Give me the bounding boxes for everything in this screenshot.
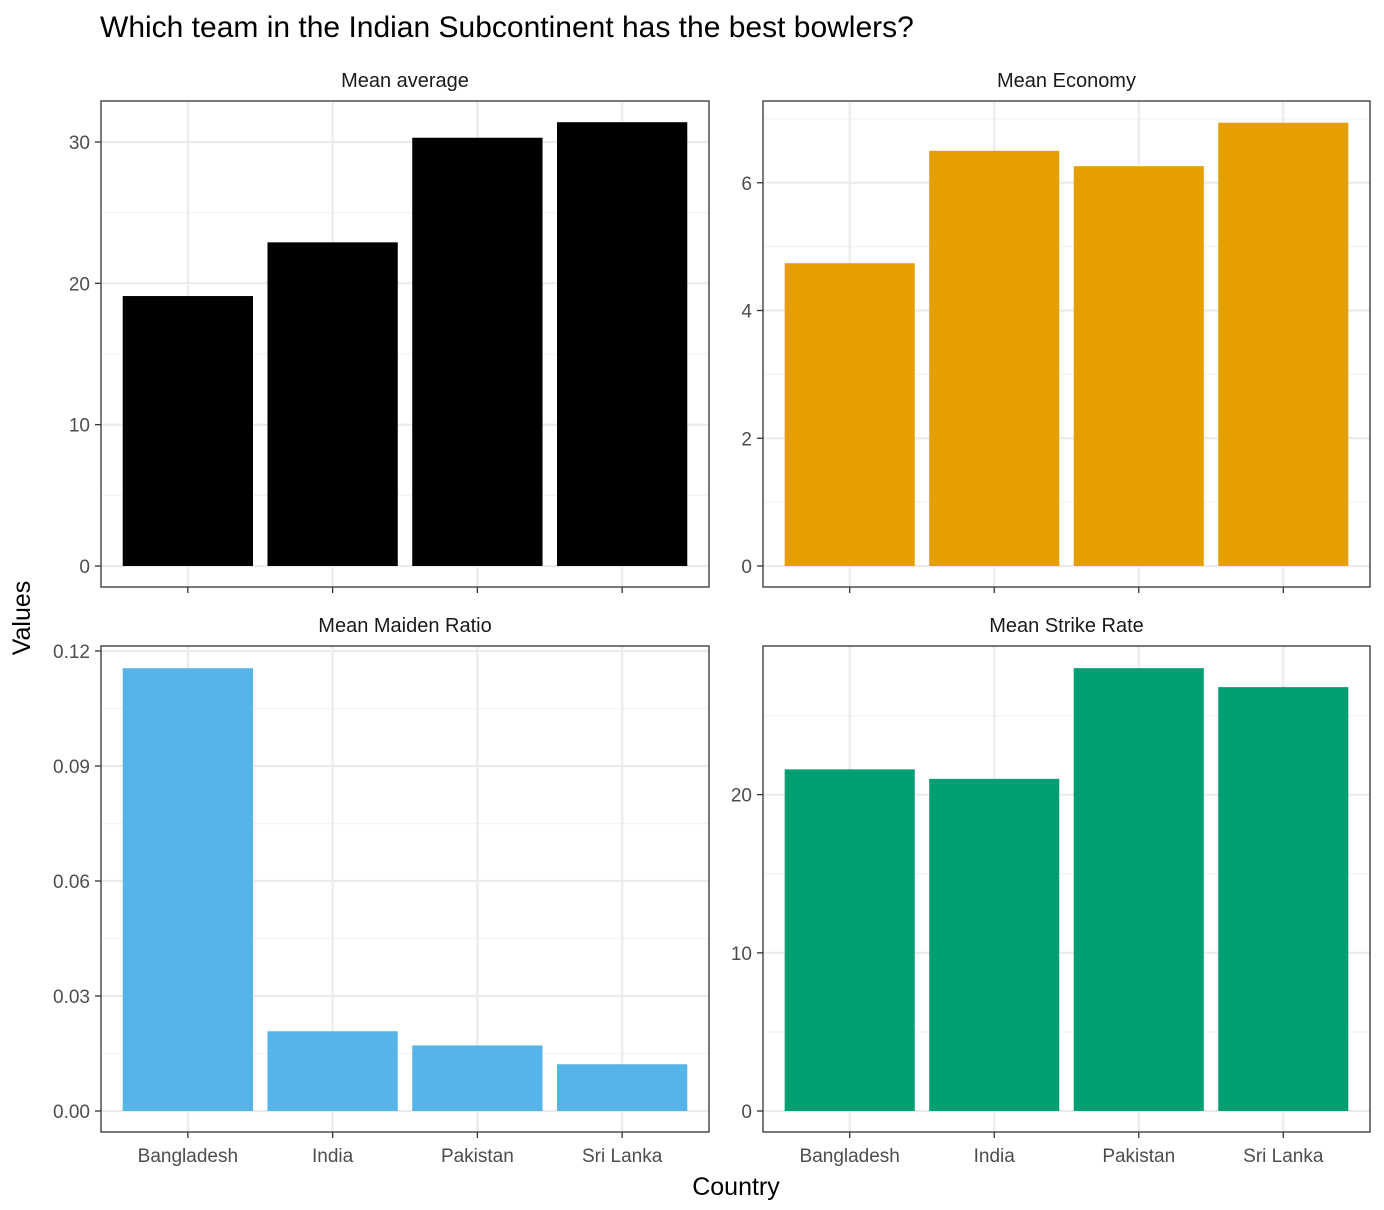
bar-pakistan: [1073, 668, 1204, 1111]
y-tick-label: 0.06: [53, 872, 90, 893]
bar-india: [929, 778, 1060, 1111]
panel-mean-maiden-ratio: Mean Maiden Ratio 0.00 0.03 0.06 0.09 0.12 Ban…: [53, 615, 710, 1167]
y-tick-label: 4: [741, 302, 752, 323]
x-tick-label: Bangladesh: [800, 1146, 900, 1167]
bar-bangladesh: [784, 769, 915, 1111]
x-axis-title: Country: [692, 1173, 780, 1201]
bar-pakistan: [412, 1045, 543, 1111]
y-tick-label: 0: [741, 557, 752, 578]
bar-sri-lanka: [1218, 687, 1349, 1111]
x-tick-label: Pakistan: [441, 1146, 514, 1167]
y-tick-label: 20: [731, 786, 752, 807]
bar-sri-lanka: [557, 122, 688, 566]
y-tick-label: 0.03: [53, 987, 90, 1008]
panel-title: Mean average: [341, 70, 469, 92]
y-tick-label: 20: [69, 274, 90, 295]
panel-mean-strike-rate: Mean Strike Rate 0 10 20 Bangladesh India Paki…: [731, 615, 1371, 1167]
panel-title: Mean Maiden Ratio: [318, 615, 491, 637]
bar-bangladesh: [122, 296, 253, 566]
y-tick-label: 30: [69, 133, 90, 154]
panel-border: [100, 645, 710, 1133]
x-tick-label: India: [974, 1146, 1016, 1167]
panel-border: [762, 645, 1371, 1133]
bar-pakistan: [412, 137, 543, 566]
y-tick-label: 0.09: [53, 757, 90, 778]
y-tick-label: 0: [79, 557, 90, 578]
x-tick-label: Pakistan: [1102, 1146, 1175, 1167]
y-tick-label: 0.12: [53, 642, 90, 663]
bar-bangladesh: [122, 668, 253, 1111]
chart-title: Which team in the Indian Subcontinent ha…: [100, 11, 914, 44]
x-tick-label: Sri Lanka: [1243, 1146, 1324, 1167]
bar-india: [267, 1031, 398, 1111]
y-axis-title: Values: [8, 581, 36, 656]
y-tick-label: 2: [741, 429, 752, 450]
y-tick-label: 6: [741, 174, 752, 195]
y-tick-label: 10: [69, 416, 90, 437]
x-tick-label: Bangladesh: [138, 1146, 238, 1167]
bar-pakistan: [1073, 166, 1204, 566]
bar-sri-lanka: [557, 1064, 688, 1111]
panel-title: Mean Strike Rate: [989, 615, 1144, 637]
panel-mean-economy: Mean Economy 0 2 4 6: [741, 70, 1371, 593]
bar-bangladesh: [784, 263, 915, 566]
y-tick-label: 10: [731, 944, 752, 965]
bar-india: [929, 150, 1060, 567]
bar-india: [267, 242, 398, 566]
bar-sri-lanka: [1218, 122, 1349, 566]
panel-border: [762, 100, 1371, 588]
x-tick-label: India: [312, 1146, 354, 1167]
panel-mean-average: Mean average 0 10 20 30: [69, 70, 710, 593]
y-tick-label: 0: [741, 1102, 752, 1123]
panel-border: [100, 100, 710, 588]
panel-title: Mean Economy: [997, 70, 1136, 92]
y-tick-label: 0.00: [53, 1102, 90, 1123]
x-tick-label: Sri Lanka: [582, 1146, 663, 1167]
